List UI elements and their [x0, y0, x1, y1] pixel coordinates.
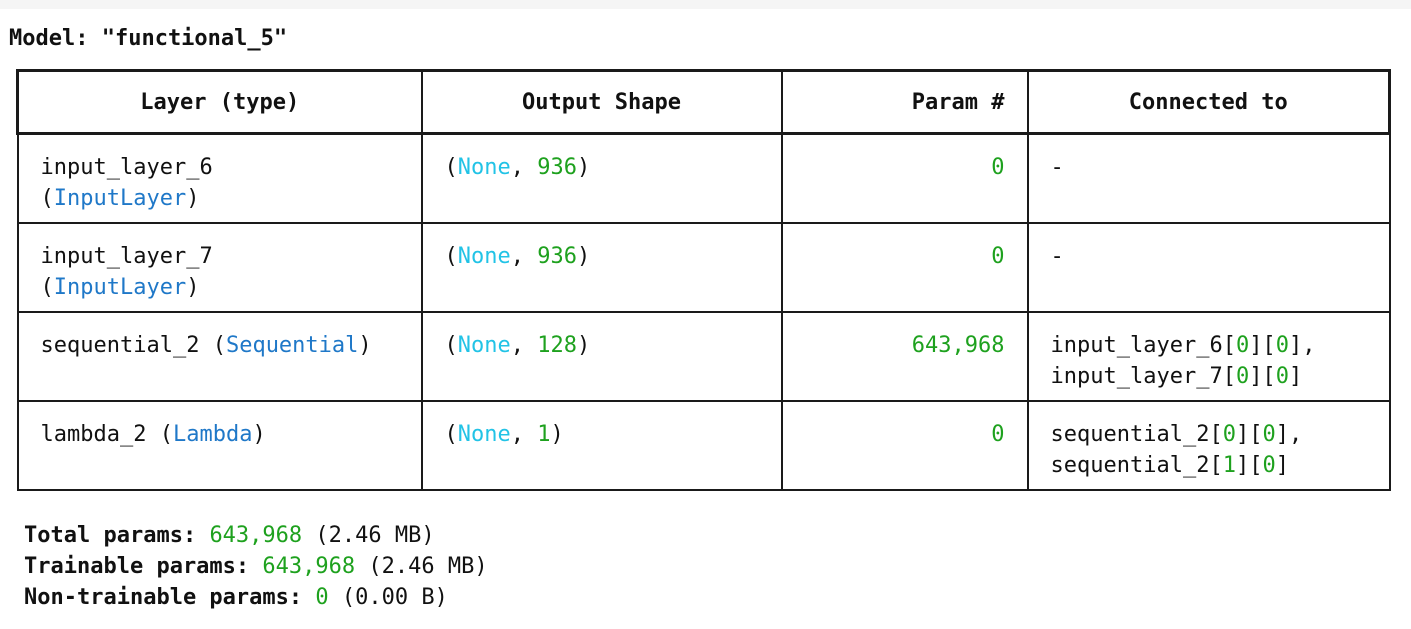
connected-tensor-index: 0 — [1262, 452, 1276, 478]
layer-type: InputLayer — [53, 274, 187, 300]
connected-node-index: 0 — [1235, 332, 1250, 358]
param-count-value: 0 — [991, 243, 1005, 269]
trainable-params-size: (2.46 MB) — [368, 554, 488, 579]
connected-layer-name: sequential_2 — [1050, 421, 1210, 447]
shape-feature-dim: 128 — [537, 332, 577, 358]
table-body: input_layer_6 (InputLayer) (None, 936) 0- i… — [16, 132, 1391, 491]
non-trainable-params-value: 0 — [315, 585, 329, 610]
connected-layer-name: input_layer_7 — [1050, 363, 1223, 389]
layer-cell: input_layer_7 (InputLayer) — [16, 221, 423, 313]
output-shape-cell: (None, 936) — [420, 132, 783, 224]
connected-empty: - — [1050, 155, 1064, 180]
output-shape-cell: (None, 128) — [420, 310, 783, 402]
table-row: input_layer_7 (InputLayer) (None, 936) 0 - — [16, 221, 1391, 313]
header-param-count: Param # — [780, 69, 1029, 135]
param-count-cell: 0 — [780, 132, 1029, 224]
layer-type: InputLayer — [53, 186, 187, 211]
table-row: lambda_2 (Lambda) (None, 1) 0 sequential_2[… — [16, 399, 1391, 491]
output-shape-cell: (None, 936) — [420, 221, 783, 313]
total-params-size: (2.46 MB) — [315, 523, 435, 548]
connected-to-cell: - — [1026, 132, 1391, 224]
connected-entry: input_layer_7[0][0] — [1050, 363, 1303, 389]
connected-tensor-index: 0 — [1275, 332, 1289, 358]
shape-batch-dim: None — [457, 155, 511, 180]
header-output-shape: Output Shape — [420, 69, 783, 135]
layer-name: sequential_2 — [40, 332, 200, 358]
model-title: Model: "functional_5" — [9, 26, 288, 51]
non-trainable-params-line: Non-trainable params: 0 (0.00 B) — [24, 582, 488, 613]
connected-node-index: 0 — [1222, 421, 1236, 447]
non-trainable-params-size: (0.00 B) — [341, 585, 448, 610]
header-connected-to: Connected to — [1026, 69, 1391, 135]
layer-cell: lambda_2 (Lambda) — [16, 399, 423, 491]
connected-to-cell: - — [1026, 221, 1391, 313]
connected-node-index: 1 — [1222, 452, 1236, 478]
param-count-cell: 0 — [780, 399, 1029, 491]
connected-separator: , — [1288, 421, 1303, 447]
connected-empty: - — [1050, 243, 1064, 269]
param-count-value: 643,968 — [911, 332, 1005, 358]
layer-type: Lambda — [172, 421, 253, 447]
header-layer-type: Layer (type) — [16, 69, 423, 135]
non-trainable-params-label: Non-trainable params: — [24, 585, 303, 610]
trainable-params-line: Trainable params: 643,968 (2.46 MB) — [24, 551, 488, 582]
total-params-label: Total params: — [24, 523, 197, 548]
model-summary-table: Layer (type) Output Shape Param # Connec… — [16, 69, 1391, 491]
layer-name: input_layer_6 — [40, 155, 213, 180]
param-count-cell: 643,968 — [780, 310, 1029, 402]
shape-batch-dim: None — [457, 332, 511, 358]
param-count-cell: 0 — [780, 221, 1029, 313]
layer-cell: sequential_2 (Sequential) — [16, 310, 423, 402]
top-strip — [0, 0, 1411, 9]
total-params-line: Total params: 643,968 (2.46 MB) — [24, 520, 488, 551]
table-header-row: Layer (type) Output Shape Param # Connec… — [16, 69, 1391, 135]
layer-name: lambda_2 — [40, 421, 147, 447]
shape-feature-dim: 936 — [537, 155, 577, 180]
shape-batch-dim: None — [457, 421, 511, 447]
param-count-value: 0 — [991, 155, 1005, 180]
total-params-value: 643,968 — [209, 523, 303, 548]
layer-type: Sequential — [225, 332, 359, 358]
layer-cell: input_layer_6 (InputLayer) — [16, 132, 423, 224]
trainable-params-value: 643,968 — [262, 554, 356, 579]
connected-separator: , — [1302, 332, 1316, 358]
connected-tensor-index: 0 — [1262, 421, 1276, 447]
layer-name: input_layer_7 — [40, 243, 213, 269]
table-row: input_layer_6 (InputLayer) (None, 936) 0 - — [16, 132, 1391, 224]
connected-layer-name: input_layer_6 — [1050, 332, 1223, 358]
trainable-params-label: Trainable params: — [24, 554, 250, 579]
connected-entry: sequential_2[1][0] — [1050, 452, 1289, 478]
table-row: sequential_2 (Sequential) (None, 128) 643,… — [16, 310, 1391, 402]
output-shape-cell: (None, 1) — [420, 399, 783, 491]
connected-layer-name: sequential_2 — [1050, 452, 1210, 478]
shape-feature-dim: 1 — [537, 421, 551, 447]
connected-entry: input_layer_6[0][0], — [1050, 332, 1316, 358]
shape-feature-dim: 936 — [537, 243, 577, 269]
connected-entry: sequential_2[0][0], — [1050, 421, 1303, 447]
connected-node-index: 0 — [1235, 363, 1250, 389]
param-totals: Total params: 643,968 (2.46 MB) Trainabl… — [24, 520, 488, 613]
shape-batch-dim: None — [457, 243, 511, 269]
connected-to-cell: input_layer_6[0][0], input_layer_7[0][0] — [1026, 310, 1391, 402]
param-count-value: 0 — [991, 421, 1005, 447]
connected-tensor-index: 0 — [1275, 363, 1289, 389]
connected-to-cell: sequential_2[0][0], sequential_2[1][0] — [1026, 399, 1391, 491]
